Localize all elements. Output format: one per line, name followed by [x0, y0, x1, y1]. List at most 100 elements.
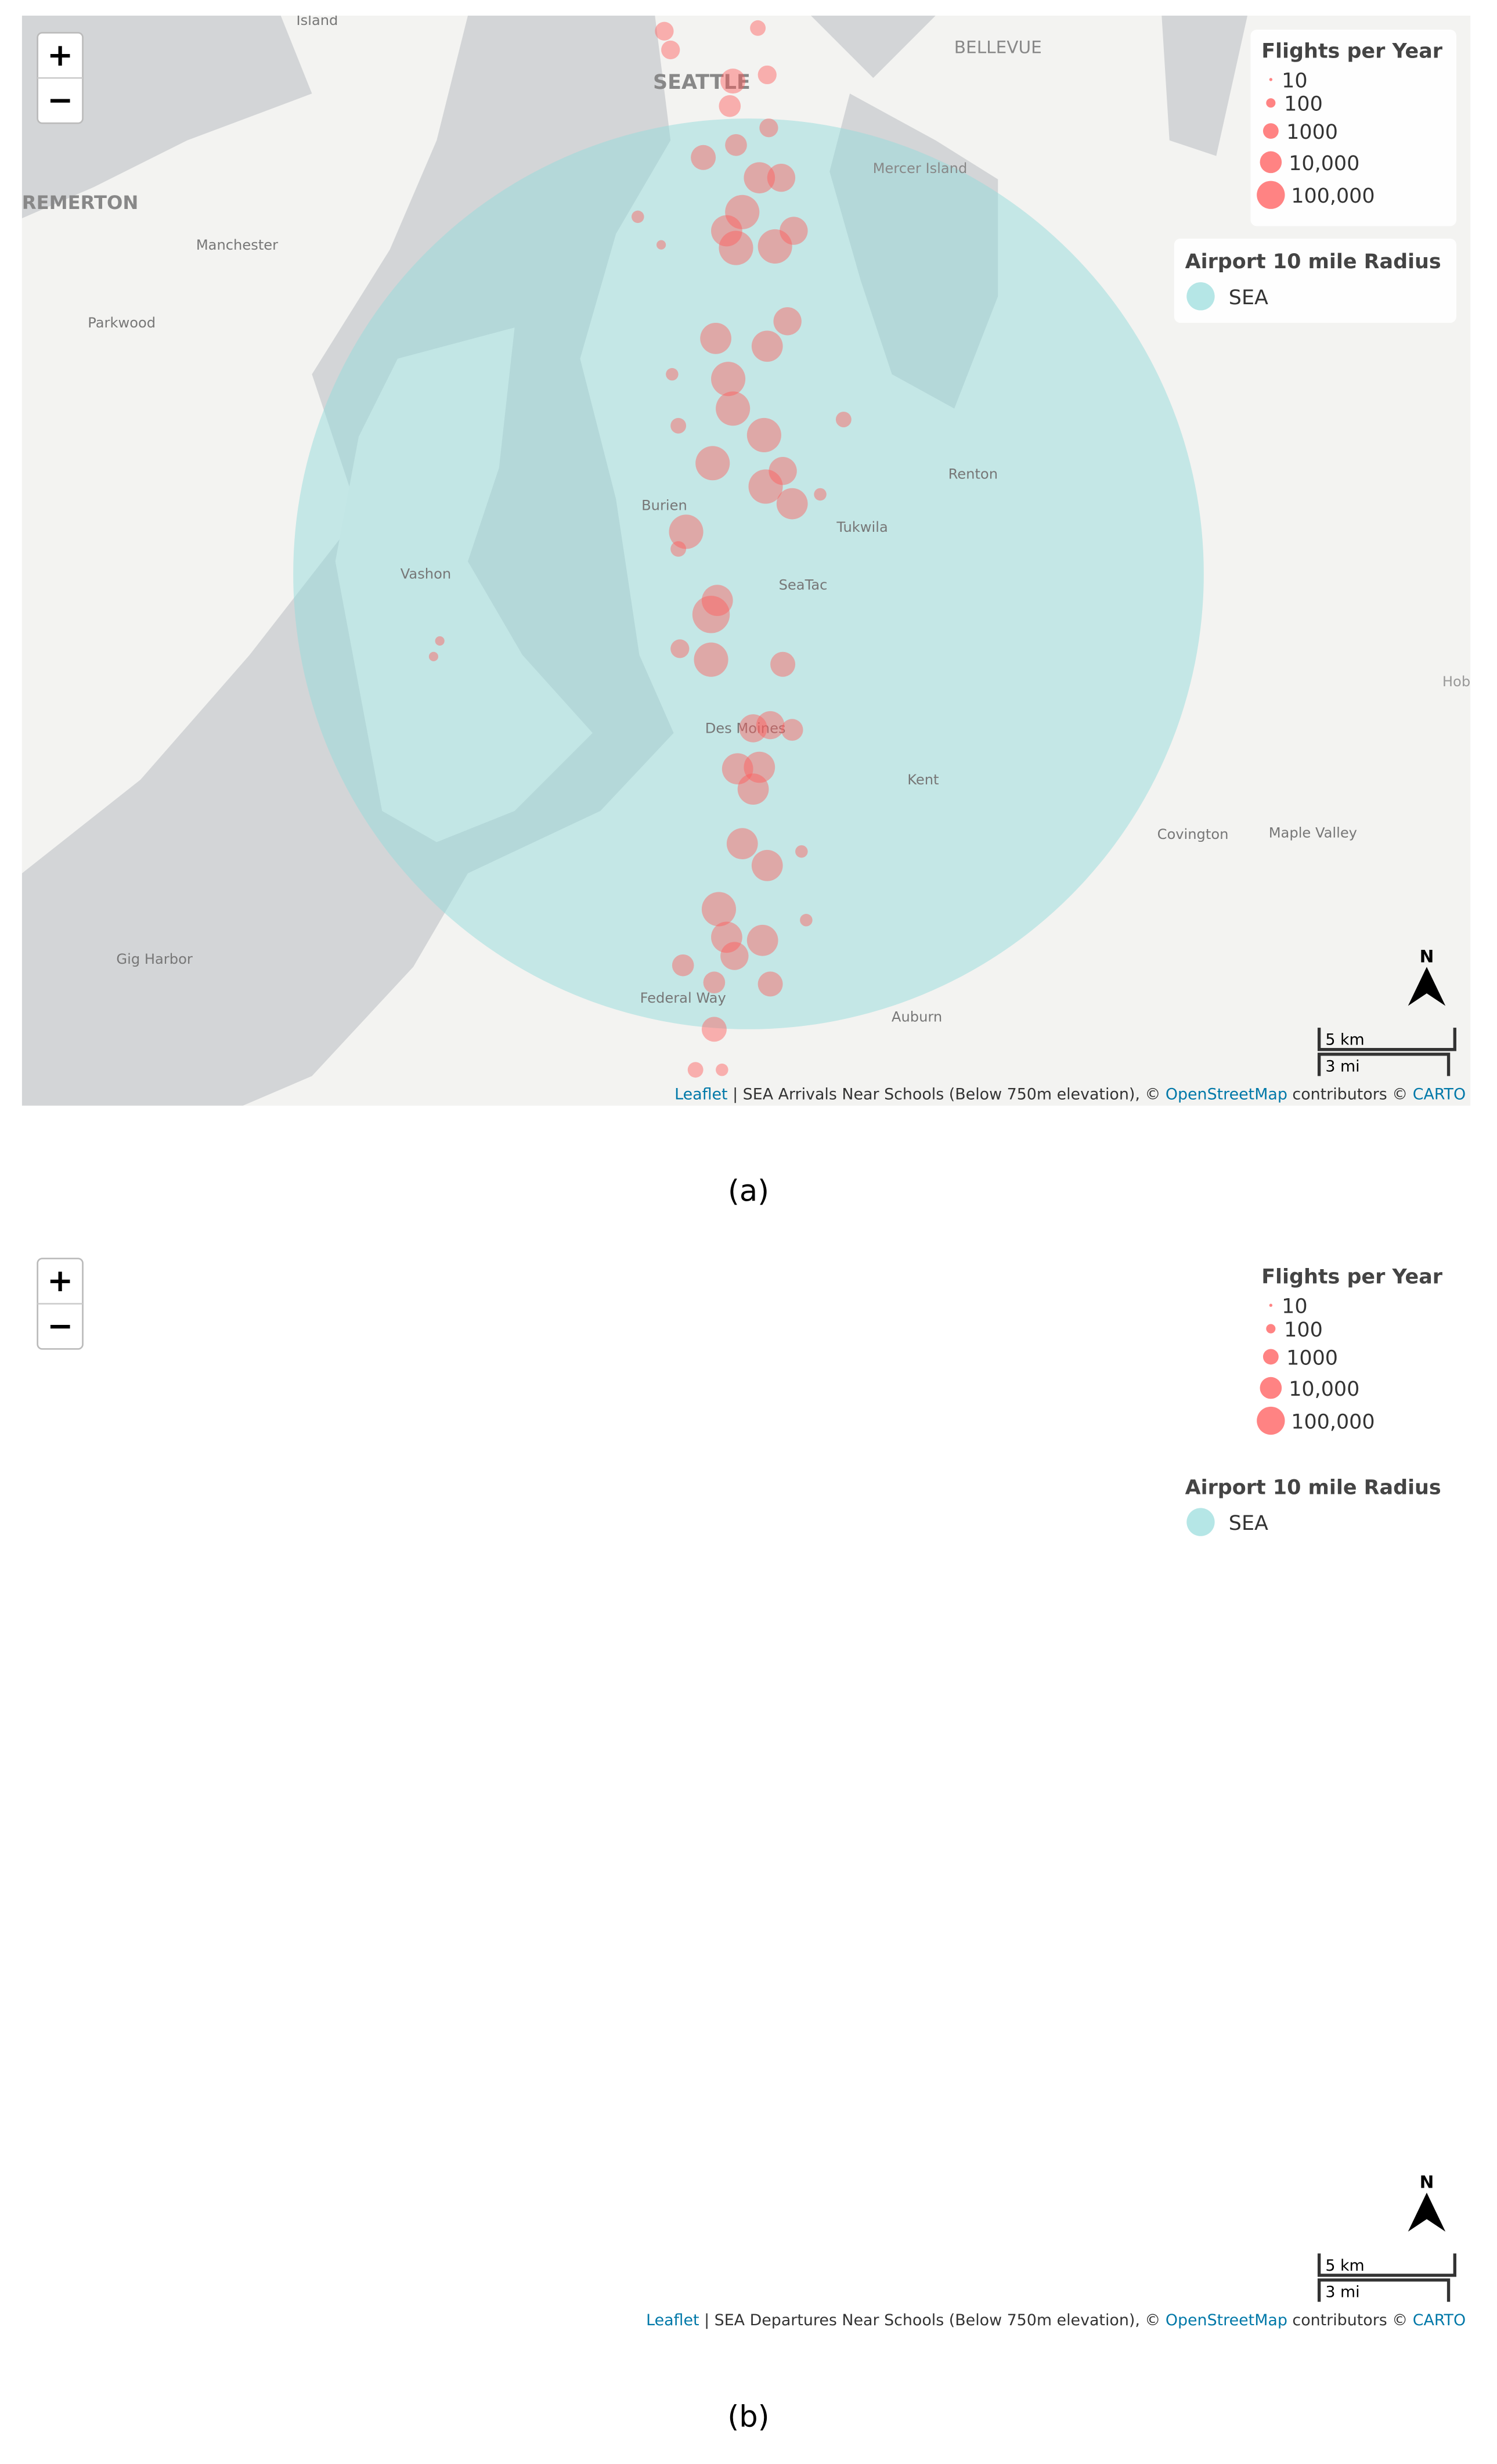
school-dot: [706, 1552, 731, 1577]
school-dot: [656, 240, 666, 250]
north-label: N: [1420, 2173, 1434, 2192]
school-dot: [435, 1862, 445, 1871]
school-dot: [744, 1979, 775, 2011]
attribution-contributors: contributors ©: [1287, 1086, 1413, 1104]
school-dot: [738, 2001, 769, 2032]
school-dot: [759, 118, 778, 138]
school-dot: [761, 2222, 770, 2232]
school-dot: [806, 1842, 818, 1854]
scale-km: 5 km: [1325, 1031, 1364, 1049]
school-dot: [977, 1768, 990, 1781]
attribution-osm[interactable]: OpenStreetMap: [1166, 2311, 1287, 2329]
school-dot: [716, 391, 751, 426]
school-dot: [867, 1859, 879, 1871]
place-label: Des Moines: [705, 1946, 786, 1962]
school-dot: [814, 488, 827, 501]
radius-title: Airport 10 mile Radius: [1185, 250, 1441, 273]
map-panel: Island SEATTLE BELLEVUE Mercer Island REMERT…: [21, 12, 1471, 1208]
school-dot: [781, 719, 803, 741]
school-dot: [750, 1696, 781, 1728]
school-dot: [711, 921, 742, 953]
place-label: SEATTLE: [653, 71, 751, 94]
place-label: Mercer Island: [873, 160, 968, 176]
legend-dot: [1266, 1324, 1276, 1334]
place-label: REMERTON: [22, 1417, 139, 1439]
school-dot: [697, 1375, 709, 1388]
zoom-in[interactable]: +: [47, 1262, 73, 1299]
school-dot: [739, 714, 767, 743]
school-dot: [757, 65, 777, 85]
school-dot: [805, 1737, 817, 1749]
school-dot: [680, 1553, 692, 1565]
school-dot: [701, 892, 737, 927]
attribution-leaflet[interactable]: Leaflet: [674, 1086, 727, 1104]
school-dot: [744, 751, 775, 783]
legend-label: 100,000: [1291, 185, 1375, 208]
school-dot: [720, 2152, 733, 2164]
school-dot: [1023, 1672, 1032, 1681]
school-dot: [798, 1829, 814, 1845]
school-dot: [767, 164, 796, 192]
caption: (a): [728, 1174, 769, 1208]
place-label: Vashon: [401, 566, 451, 582]
place-label: Island: [297, 12, 338, 28]
legend-dot: [1257, 1406, 1285, 1435]
place-label: SeaTac: [779, 577, 828, 593]
school-dot: [643, 1764, 658, 1779]
school-dot: [701, 585, 733, 616]
school-dot: [701, 1017, 727, 1042]
school-dot: [783, 1539, 802, 1558]
radius-swatch: [1186, 1508, 1215, 1536]
place-label: Covington: [1157, 2052, 1229, 2068]
place-label: Federal Way: [640, 2216, 726, 2232]
place-label: Hob: [1442, 1899, 1470, 1915]
map: Island SEATTLE BELLEVUE Mercer Island REMERT…: [21, 12, 1471, 1106]
school-dot: [759, 2085, 775, 2101]
school-dot: [769, 457, 797, 485]
place-label: Renton: [948, 466, 998, 482]
attribution-carto[interactable]: CARTO: [1413, 1086, 1466, 1104]
school-dot: [758, 1457, 767, 1466]
radius-box: [1174, 238, 1456, 323]
zoom-in[interactable]: +: [47, 37, 73, 73]
school-dot: [928, 1929, 937, 1939]
place-label: Gig Harbor: [116, 951, 192, 967]
radius-item: SEA: [1229, 286, 1268, 309]
zoom-out[interactable]: −: [47, 1307, 73, 1344]
attribution-osm[interactable]: OpenStreetMap: [1166, 1086, 1287, 1104]
school-dot: [694, 642, 728, 677]
school-dot: [669, 514, 704, 549]
place-label: Parkwood: [88, 315, 156, 331]
place-label: Covington: [1157, 826, 1229, 842]
north-arrow: [1408, 967, 1446, 1006]
attribution-leaflet[interactable]: Leaflet: [646, 2311, 699, 2329]
place-label: Burien: [641, 497, 687, 513]
attribution-carto[interactable]: CARTO: [1413, 2311, 1466, 2329]
attribution: Leaflet | SEA Departures Near Schools (B…: [646, 2311, 1466, 2329]
school-dot: [661, 40, 680, 60]
north-arrow: [1408, 2192, 1446, 2232]
radius-box: [1174, 1464, 1456, 1549]
school-dot: [1000, 1964, 1012, 1976]
zoom-out[interactable]: −: [47, 82, 73, 118]
place-label: Renton: [948, 1692, 998, 1708]
legend-label: 100,000: [1291, 1410, 1375, 1433]
radius-area: [293, 1344, 1204, 2255]
school-dot: [703, 971, 726, 994]
legend-label: 1000: [1286, 1346, 1338, 1370]
school-dot: [699, 2249, 711, 2261]
legend-dot: [1260, 151, 1282, 174]
school-dot: [746, 924, 778, 956]
water: [22, 1241, 936, 2348]
attribution-text: | SEA Arrivals Near Schools (Below 750m …: [728, 1086, 1166, 1104]
school-dot: [1118, 1929, 1127, 1939]
school-dot: [780, 217, 808, 245]
school-dot: [429, 1878, 438, 1887]
school-dot: [976, 1901, 992, 1917]
legend-dot: [1269, 78, 1273, 81]
school-dot: [972, 1980, 984, 1993]
school-dot: [744, 162, 775, 194]
place-label: Manchester: [196, 1462, 278, 1479]
school-dot: [697, 1673, 728, 1705]
